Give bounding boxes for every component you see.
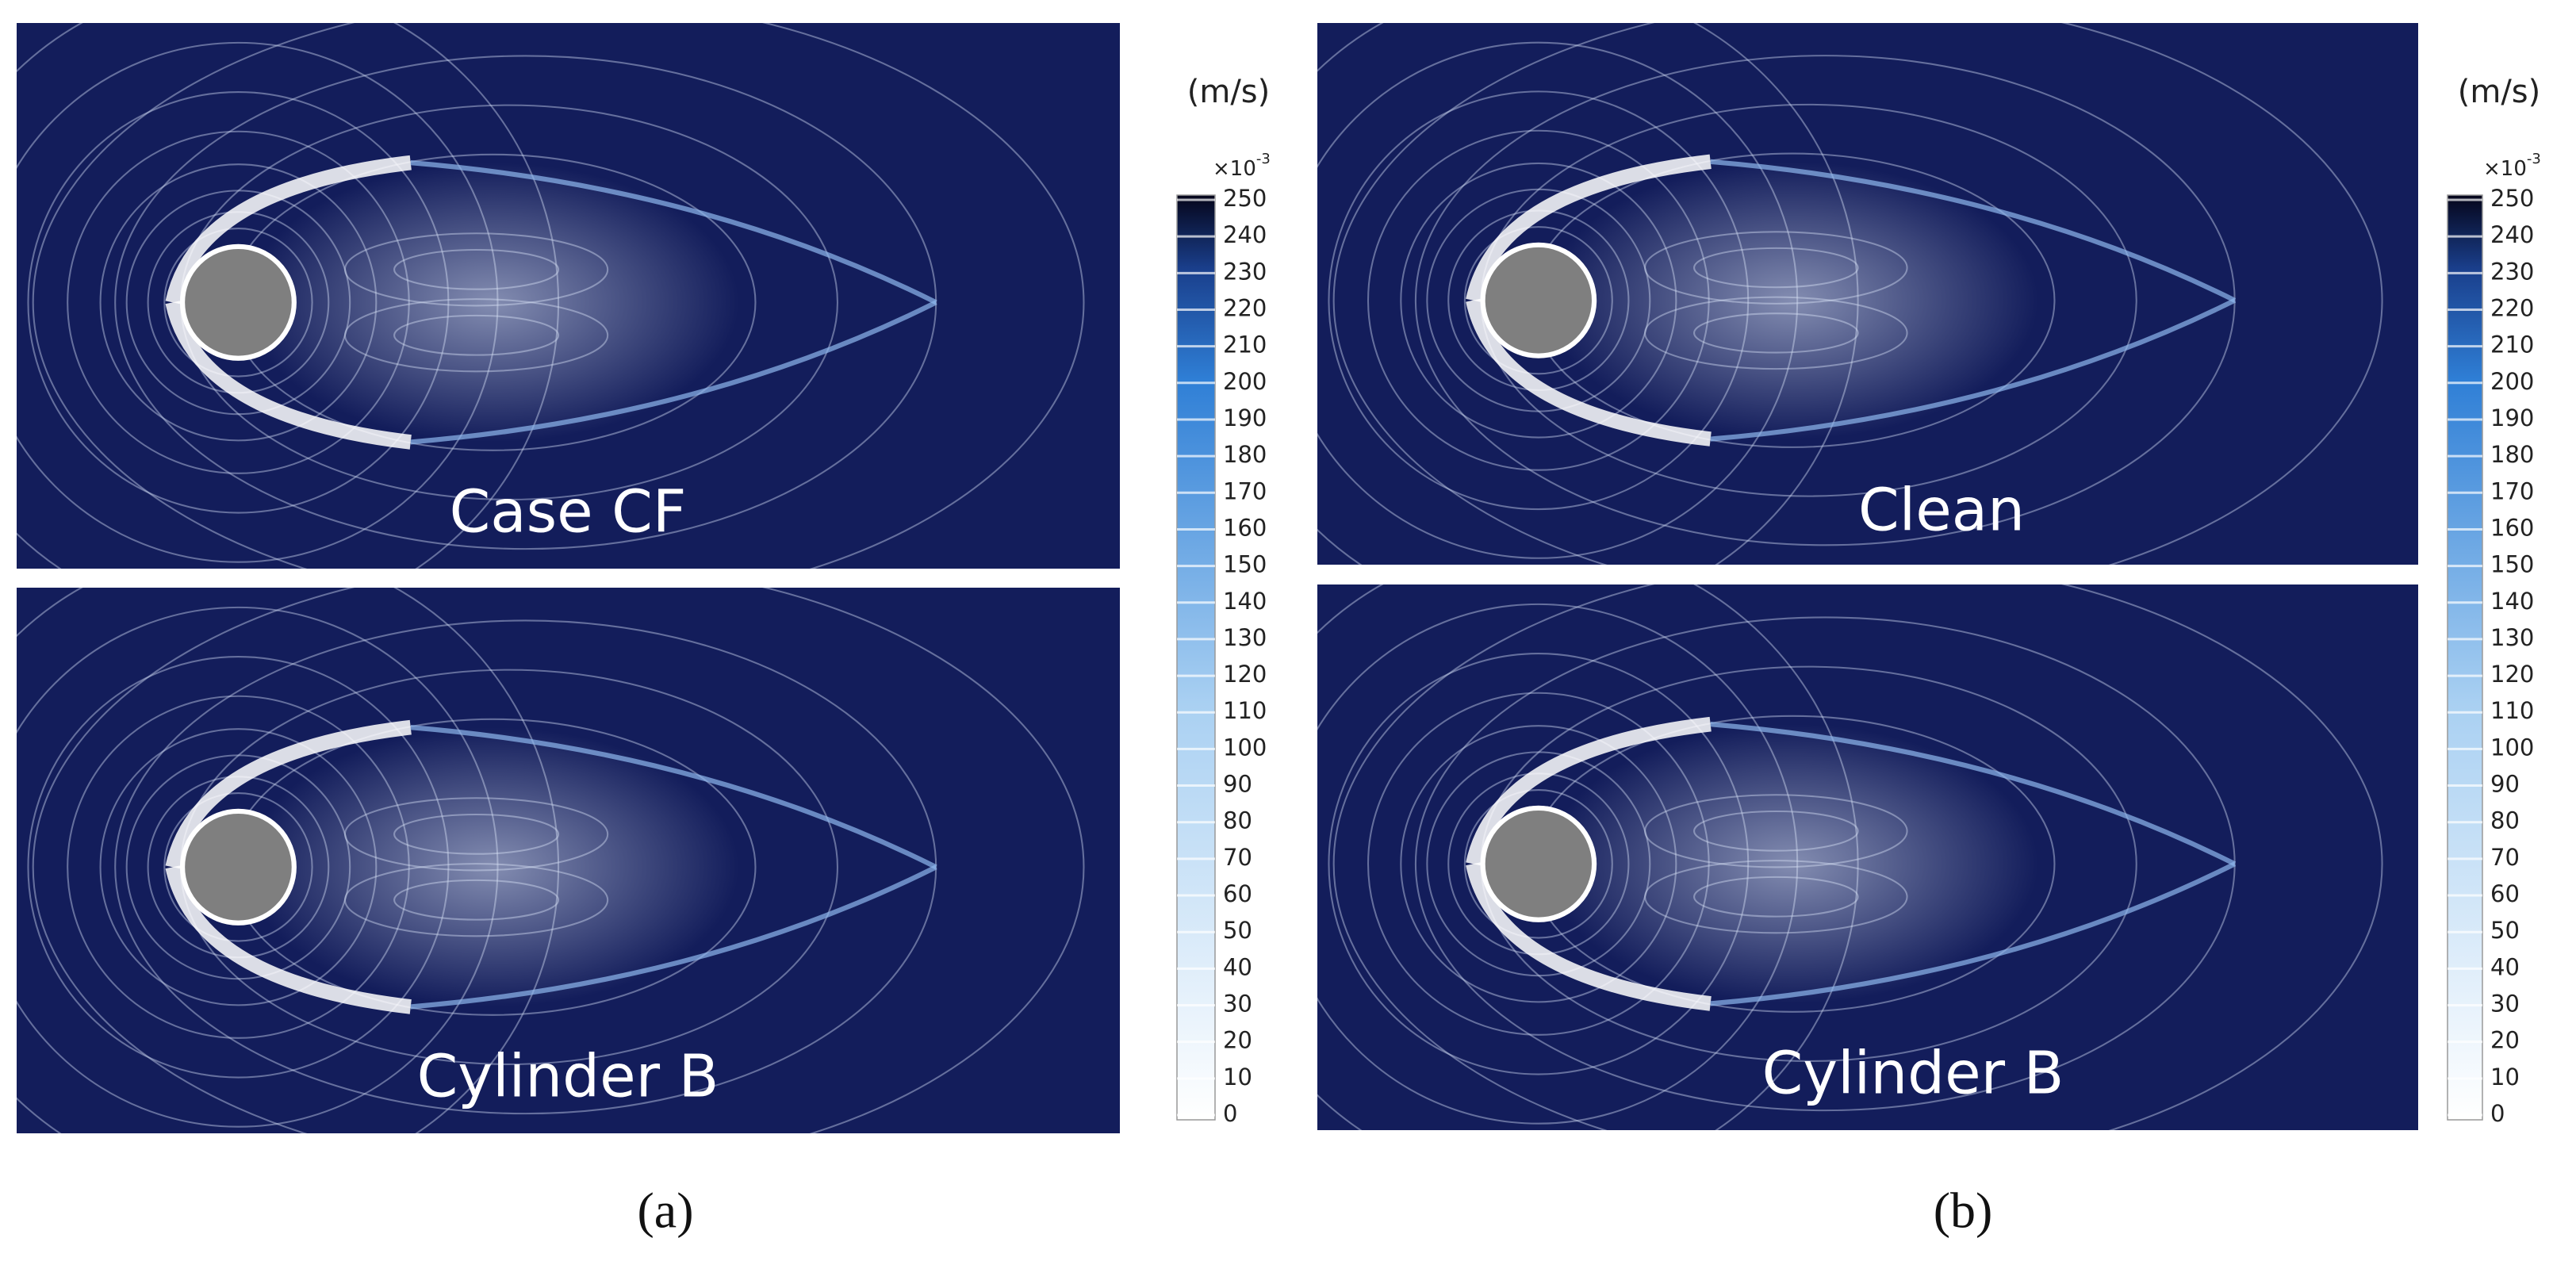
colorbar-tick-label: 40	[1223, 953, 1252, 980]
unit-label: (m/s)	[2458, 74, 2541, 110]
colorbar-tick-label: 30	[2490, 991, 2520, 1018]
panel-label: Clean	[1858, 477, 2025, 545]
caption: (a)	[637, 1182, 693, 1239]
multiplier-exponent: -3	[1256, 151, 1271, 167]
colorbar-tick-label: 90	[1223, 771, 1252, 798]
colorbar-tick-label: 180	[1223, 441, 1267, 468]
colorbar-tick-label: 10	[1223, 1064, 1252, 1090]
caption: (b)	[1934, 1182, 1993, 1239]
colorbar-tick-label: 80	[2490, 807, 2520, 834]
colorbar-tick-label: 210	[1223, 332, 1267, 358]
colorbar-tick-label: 10	[2490, 1064, 2520, 1090]
colorbar-tick-label: 50	[1223, 917, 1252, 944]
colorbar-tick-label: 60	[2490, 880, 2520, 907]
colorbar-tick-label: 100	[1223, 734, 1267, 761]
colorbar-tick-label: 180	[2490, 441, 2534, 468]
multiplier: ×10-3	[1213, 151, 1271, 181]
colorbar-tick-label: 150	[1223, 551, 1267, 578]
colorbar-tick-label: 20	[2490, 1027, 2520, 1054]
colorbar-tick-label: 0	[1223, 1100, 1237, 1127]
colorbar-tick-label: 100	[2490, 734, 2534, 761]
colorbar-tick-label: 130	[1223, 624, 1267, 651]
colorbar-tick-label: 220	[1223, 294, 1267, 321]
colorbar-tick-label: 200	[1223, 368, 1267, 395]
colorbar-tick-label: 30	[1223, 991, 1252, 1018]
colorbar-tick-label: 160	[1223, 514, 1267, 541]
colorbar	[1176, 194, 1216, 1121]
colorbar-tick-label: 40	[2490, 953, 2520, 980]
colorbar-tick-label: 90	[2490, 771, 2520, 798]
multiplier-base: ×10	[2483, 157, 2527, 181]
flow-field	[1219, 0, 2418, 619]
colorbar-tick-label: 0	[2490, 1100, 2505, 1127]
colorbar-tick-label: 120	[1223, 661, 1267, 688]
colorbar-tick-label: 120	[2490, 661, 2534, 688]
colorbar-tick-label: 190	[2490, 404, 2534, 431]
colorbar-tick-label: 70	[1223, 844, 1252, 871]
unit-label: (m/s)	[1187, 74, 1271, 110]
colorbar-tick-label: 140	[1223, 588, 1267, 615]
colorbar-tick-label: 230	[2490, 258, 2534, 285]
colorbar-tick-label: 250	[2490, 185, 2534, 212]
colorbar	[2447, 194, 2483, 1121]
colorbar-tick-label: 20	[1223, 1027, 1252, 1054]
colorbar-tick-label: 140	[2490, 588, 2534, 615]
colorbar-tick-label: 170	[2490, 477, 2534, 504]
multiplier-exponent: -3	[2527, 151, 2541, 167]
colorbar-tick-label: 240	[2490, 221, 2534, 248]
colorbar-tick-label: 80	[1223, 807, 1252, 834]
panel-label: Case CF	[450, 478, 687, 546]
multiplier-base: ×10	[1213, 157, 1256, 181]
colorbar-tick-label: 110	[2490, 697, 2534, 724]
colorbar-tick-label: 130	[2490, 624, 2534, 651]
panel-label: Cylinder B	[1762, 1040, 2064, 1108]
colorbar-tick-label: 70	[2490, 844, 2520, 871]
colorbar-tick-label: 220	[2490, 294, 2534, 321]
colorbar-tick-label: 190	[1223, 404, 1267, 431]
colorbar-tick-label: 110	[1223, 697, 1267, 724]
colorbar-tick-label: 150	[2490, 551, 2534, 578]
colorbar-tick-label: 200	[2490, 368, 2534, 395]
colorbar-tick-label: 230	[1223, 258, 1267, 285]
colorbar-tick-label: 210	[2490, 332, 2534, 358]
colorbar-tick-label: 240	[1223, 221, 1267, 248]
colorbar-tick-label: 50	[2490, 917, 2520, 944]
panel-label: Cylinder B	[417, 1043, 719, 1111]
colorbar-tick-label: 170	[1223, 477, 1267, 504]
colorbar-tick-label: 250	[1223, 185, 1267, 212]
multiplier: ×10-3	[2483, 151, 2541, 181]
colorbar-tick-label: 160	[2490, 514, 2534, 541]
colorbar-tick-label: 60	[1223, 880, 1252, 907]
